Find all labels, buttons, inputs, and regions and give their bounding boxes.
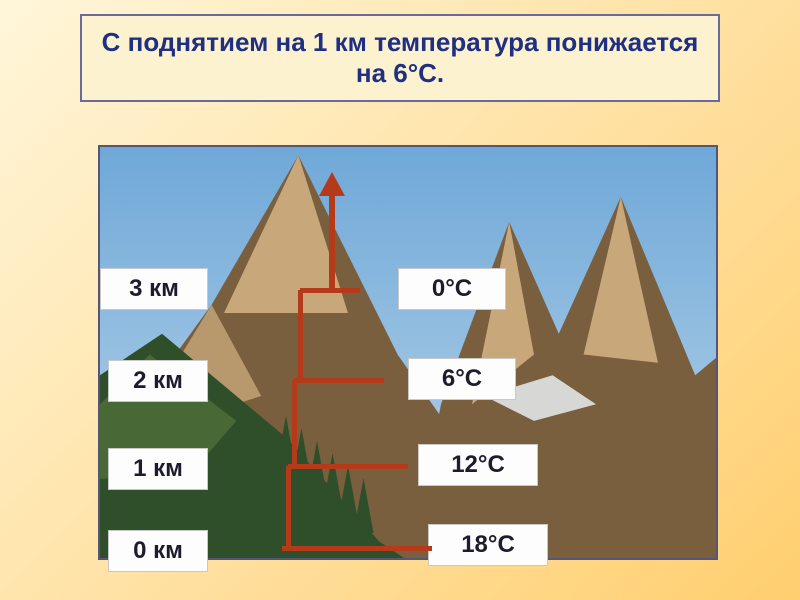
step-horizontal-2 — [288, 464, 408, 469]
mountain-photo-frame — [98, 145, 718, 560]
temperature-label-0: 0°С — [398, 268, 506, 310]
altitude-label-2: 1 км — [108, 448, 208, 490]
altitude-arrow-head-icon — [319, 172, 345, 196]
mountain-photo — [100, 147, 718, 560]
altitude-label-text: 0 км — [133, 537, 183, 565]
title-box: С поднятием на 1 км температура понижает… — [80, 14, 720, 102]
temperature-label-2: 12°С — [418, 444, 538, 486]
temperature-label-3: 18°С — [428, 524, 548, 566]
altitude-label-3: 0 км — [108, 530, 208, 572]
step-vertical-1 — [292, 380, 297, 466]
temperature-label-text: 6°С — [442, 365, 482, 393]
temperature-label-1: 6°С — [408, 358, 516, 400]
temperature-label-text: 12°С — [451, 451, 505, 479]
step-horizontal-3 — [282, 546, 432, 551]
step-vertical-2 — [286, 466, 291, 548]
temperature-label-text: 0°С — [432, 275, 472, 303]
altitude-label-1: 2 км — [108, 360, 208, 402]
altitude-arrow-shaft — [329, 192, 335, 290]
title-text: С поднятием на 1 км температура понижает… — [100, 27, 700, 89]
altitude-label-text: 3 км — [129, 275, 179, 303]
altitude-label-0: 3 км — [100, 268, 208, 310]
step-horizontal-1 — [294, 378, 384, 383]
altitude-label-text: 1 км — [133, 455, 183, 483]
step-vertical-0 — [298, 290, 303, 380]
temperature-label-text: 18°С — [461, 531, 515, 559]
altitude-label-text: 2 км — [133, 367, 183, 395]
